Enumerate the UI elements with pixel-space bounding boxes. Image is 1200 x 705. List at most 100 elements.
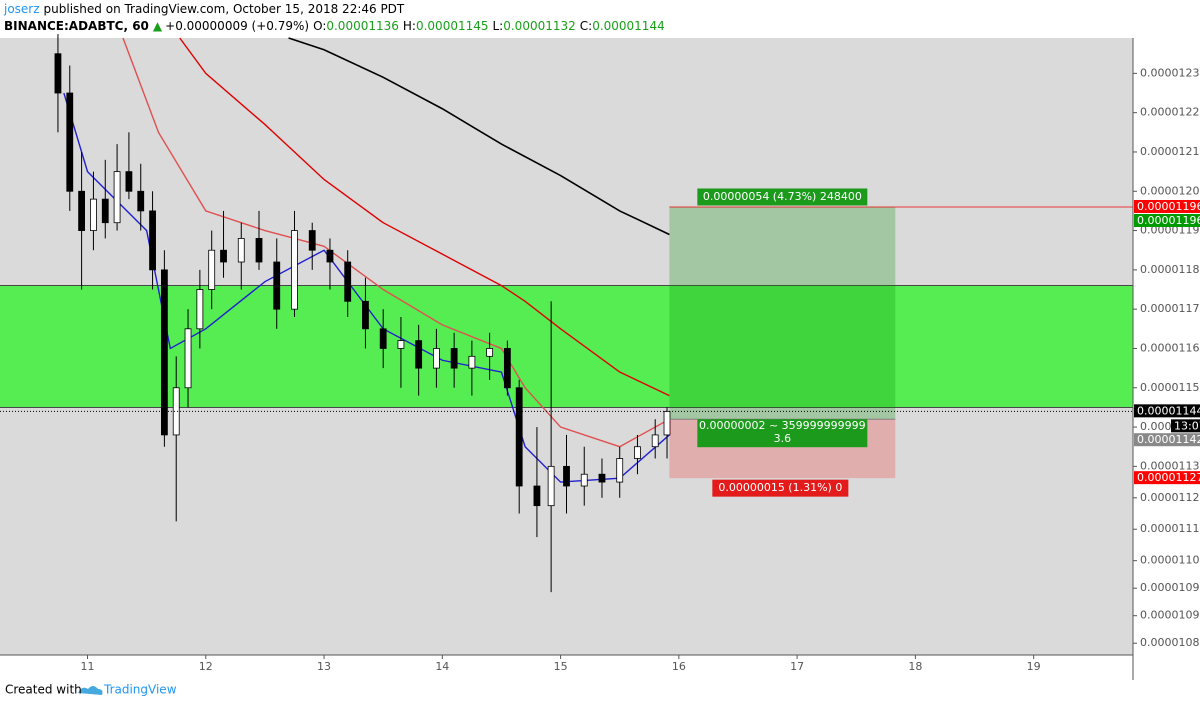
target-label: 0.00000054 (4.73%) 248400	[703, 190, 862, 203]
ohlc-label: H:	[403, 19, 416, 33]
logo	[78, 686, 103, 695]
candle-body	[344, 261, 352, 302]
y-tick-label: 0.00001230	[1140, 66, 1200, 79]
candle-body	[101, 198, 109, 224]
candle-body	[196, 289, 204, 330]
y-tick-label: 0.00001106	[1140, 554, 1200, 567]
candle-body	[255, 238, 263, 263]
indicator-line	[179, 37, 670, 397]
arrow: ▲	[153, 19, 163, 33]
candle-body	[533, 485, 541, 507]
ohlc-label: C:	[580, 19, 592, 33]
label-box	[697, 188, 868, 206]
candle-body	[237, 238, 245, 263]
x-tick-label: 16	[672, 660, 686, 673]
ohlc-label: L:	[493, 19, 504, 33]
x-tick-label: 18	[908, 660, 922, 673]
candle-body	[90, 198, 97, 231]
ohlc-value: 0.00001144	[592, 19, 665, 33]
y-tick-label: 0.00001099	[1140, 581, 1200, 594]
target-area	[669, 206, 896, 420]
price-tag-label: 0.00001142	[1137, 433, 1200, 446]
candle-body	[616, 458, 624, 483]
brand[interactable]: TradingView	[103, 683, 177, 697]
price-tag	[1134, 433, 1200, 447]
candle-body	[308, 230, 316, 251]
y-tick-label: 0.00001220	[1140, 106, 1200, 119]
ohlc-label: O:	[313, 19, 326, 33]
candle-body	[149, 210, 156, 271]
candle-body	[326, 249, 334, 263]
candle-body	[598, 473, 606, 483]
candle-body	[137, 190, 145, 212]
ohlc-value: 0.00001136	[326, 19, 399, 33]
ratio-label: 3.6	[774, 432, 792, 445]
candle-body	[547, 465, 555, 507]
header-line: joserz published on TradingView.com, Octo…	[3, 2, 405, 16]
candle-body	[468, 355, 476, 369]
x-tick-label: 19	[1027, 660, 1041, 673]
candle-body	[415, 340, 423, 369]
candle-body	[634, 446, 641, 459]
countdown: 13:07	[1174, 419, 1200, 432]
x-tick-label: 13	[317, 660, 331, 673]
candle-body	[125, 171, 133, 192]
created-with: Created with	[5, 683, 82, 697]
candle-body	[362, 300, 369, 330]
candle-body	[172, 387, 180, 436]
candle-body	[54, 53, 62, 94]
price-tag	[1134, 404, 1200, 418]
candle-body	[379, 328, 387, 349]
stop-label: 0.00000015 (1.31%) 0	[718, 481, 842, 494]
label-box	[712, 479, 849, 497]
candle-body	[450, 348, 458, 369]
y-tick-label: 0.00001092	[1140, 609, 1200, 622]
price-tag-label: 0.00001196	[1137, 214, 1200, 227]
candle-body	[184, 328, 192, 389]
indicator-line	[288, 37, 670, 236]
plot-layer: 0.00000054 (4.73%) 248400 0.00000002 ~ 35…	[0, 34, 1133, 593]
y-tick-label: 0.00001210	[1140, 145, 1200, 158]
price-tag	[1134, 199, 1200, 213]
countdown-box	[1171, 419, 1200, 433]
x-tick-label: 12	[199, 660, 213, 673]
price-tag-label: 0.00001127	[1137, 471, 1200, 484]
y-tick-label: 0.00001122	[1140, 491, 1200, 504]
label-box	[697, 419, 868, 448]
y-tick-label: 0.00001150	[1140, 381, 1200, 394]
candle-body	[433, 348, 440, 369]
published: published on TradingView.com, October 15…	[44, 2, 405, 16]
author[interactable]: joserz	[3, 2, 40, 16]
x-tick-label: 17	[790, 660, 804, 673]
ohlc-value: 0.00001145	[416, 19, 489, 33]
candle-body	[486, 348, 494, 357]
y-tick-label: 0.00001200	[1140, 184, 1200, 197]
symbol: BINANCE:ADABTC, 60	[4, 19, 149, 33]
ohlc-value: 0.00001132	[503, 19, 576, 33]
candle-body	[66, 92, 74, 192]
candle-body	[503, 348, 511, 389]
change: +0.00000009 (+0.79%)	[165, 19, 309, 33]
candle-body	[291, 230, 298, 310]
candle-body	[580, 473, 588, 487]
candle-body	[78, 190, 86, 231]
symbol-line: BINANCE:ADABTC, 60 ▲ +0.00000009 (+0.79%) O…	[4, 19, 665, 33]
x-tick-label: 14	[435, 660, 449, 673]
y-tick-label: 0.00001180	[1140, 263, 1200, 276]
price-tag	[1134, 471, 1200, 485]
candle-body	[208, 249, 216, 290]
y-tick-label: 0.00001085	[1140, 636, 1200, 649]
price-tag-label: 0.00001196	[1137, 200, 1200, 213]
x-tick-label: 11	[81, 660, 95, 673]
price-tag-label: 0.00001144	[1137, 404, 1200, 417]
y-tick-label: 0.00001114	[1140, 522, 1200, 535]
candle-body	[563, 465, 570, 487]
candle-body	[220, 249, 227, 263]
candle-body	[651, 434, 659, 448]
ratio-label: 0.00000002 ~ 359999999999	[699, 419, 866, 432]
y-tick-label: 0.00001160	[1140, 341, 1200, 354]
candle-body	[273, 261, 281, 310]
candle-body	[663, 410, 671, 436]
